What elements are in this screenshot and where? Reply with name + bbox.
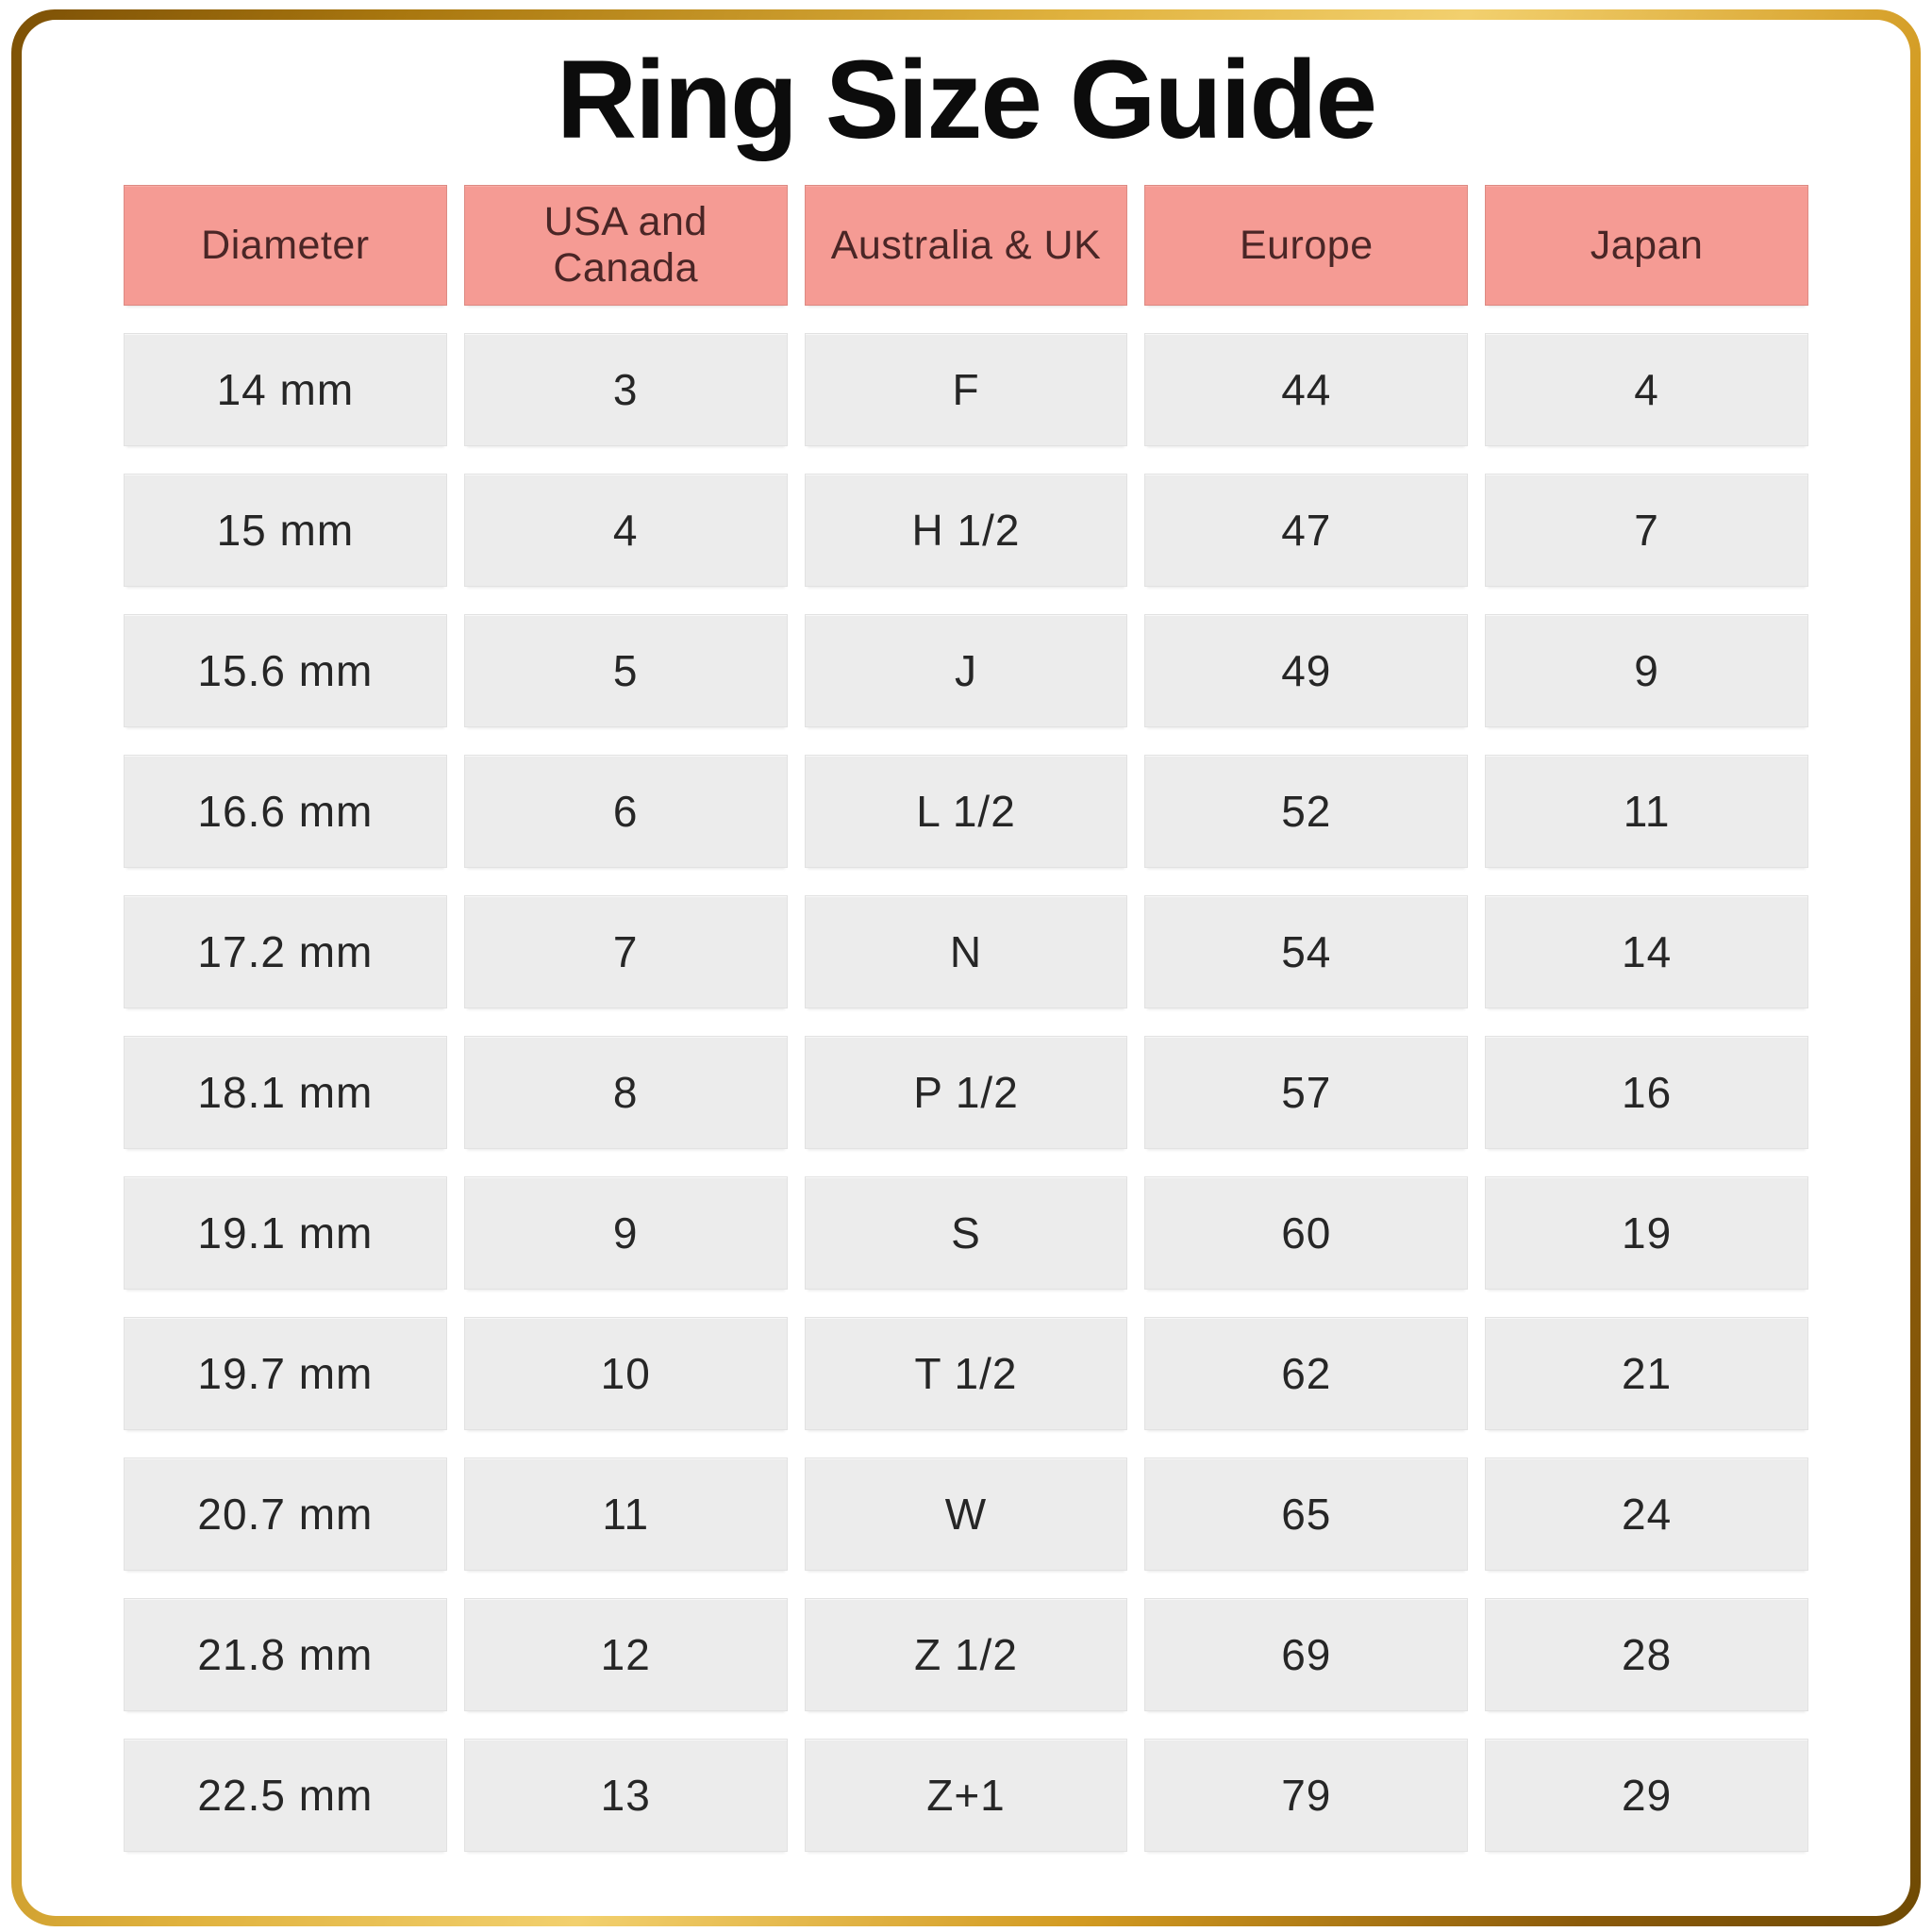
table-cell: 14 mm: [124, 333, 447, 447]
table-cell: Z+1: [804, 1739, 1128, 1853]
header-cell-usa-and-canada: USA and Canada: [463, 185, 788, 307]
table-cell: 16.6 mm: [124, 755, 447, 869]
table-cell: L 1/2: [804, 755, 1128, 869]
header-cell-australia-uk: Australia & UK: [804, 185, 1128, 307]
table-cell: W: [804, 1457, 1128, 1572]
table-cell: N: [804, 895, 1128, 1009]
table-cell: 79: [1144, 1739, 1469, 1853]
table-cell: 8: [463, 1036, 788, 1150]
table-cell: 7: [463, 895, 788, 1009]
table-cell: 7: [1485, 474, 1808, 588]
table-cell: 14: [1485, 895, 1808, 1009]
table-cell: 5: [463, 614, 788, 728]
table-cell: 17.2 mm: [124, 895, 447, 1009]
table-cell: 21.8 mm: [124, 1598, 447, 1712]
table-cell: 29: [1485, 1739, 1808, 1853]
table-cell: 15 mm: [124, 474, 447, 588]
card-background: Ring Size Guide Diameter USA and Canada Au…: [22, 20, 1910, 1916]
table-cell: 44: [1144, 333, 1469, 447]
table-cell: 11: [463, 1457, 788, 1572]
table-cell: 49: [1144, 614, 1469, 728]
table-cell: 3: [463, 333, 788, 447]
table-cell: 65: [1144, 1457, 1469, 1572]
table-cell: 12: [463, 1598, 788, 1712]
header-cell-europe: Europe: [1144, 185, 1469, 307]
table-cell: 21: [1485, 1317, 1808, 1431]
gold-border-frame: Ring Size Guide Diameter USA and Canada Au…: [11, 9, 1921, 1926]
table-cell: 9: [463, 1176, 788, 1291]
table-cell: 11: [1485, 755, 1808, 869]
table-cell: J: [804, 614, 1128, 728]
table-cell: F: [804, 333, 1128, 447]
table-cell: P 1/2: [804, 1036, 1128, 1150]
table-cell: 69: [1144, 1598, 1469, 1712]
table-cell: 54: [1144, 895, 1469, 1009]
table-cell: 28: [1485, 1598, 1808, 1712]
table-cell: 16: [1485, 1036, 1808, 1150]
header-cell-japan: Japan: [1485, 185, 1808, 307]
table-cell: 22.5 mm: [124, 1739, 447, 1853]
table-cell: 18.1 mm: [124, 1036, 447, 1150]
table-cell: 13: [463, 1739, 788, 1853]
table-cell: 4: [1485, 333, 1808, 447]
table-cell: 20.7 mm: [124, 1457, 447, 1572]
table-cell: 15.6 mm: [124, 614, 447, 728]
table-cell: 57: [1144, 1036, 1469, 1150]
table-cell: 19.1 mm: [124, 1176, 447, 1291]
header-cell-diameter: Diameter: [124, 185, 447, 307]
table-cell: T 1/2: [804, 1317, 1128, 1431]
table-cell: H 1/2: [804, 474, 1128, 588]
table-cell: 19: [1485, 1176, 1808, 1291]
table-cell: Z 1/2: [804, 1598, 1128, 1712]
table-cell: 24: [1485, 1457, 1808, 1572]
table-cell: 19.7 mm: [124, 1317, 447, 1431]
table-cell: 9: [1485, 614, 1808, 728]
table-cell: 47: [1144, 474, 1469, 588]
table-cell: 52: [1144, 755, 1469, 869]
table-cell: 62: [1144, 1317, 1469, 1431]
table-cell: 10: [463, 1317, 788, 1431]
page-title: Ring Size Guide: [556, 38, 1377, 162]
ring-size-table: Diameter USA and Canada Australia & UK Euro…: [124, 185, 1808, 1853]
table-cell: 4: [463, 474, 788, 588]
table-cell: 60: [1144, 1176, 1469, 1291]
table-cell: 6: [463, 755, 788, 869]
table-cell: S: [804, 1176, 1128, 1291]
